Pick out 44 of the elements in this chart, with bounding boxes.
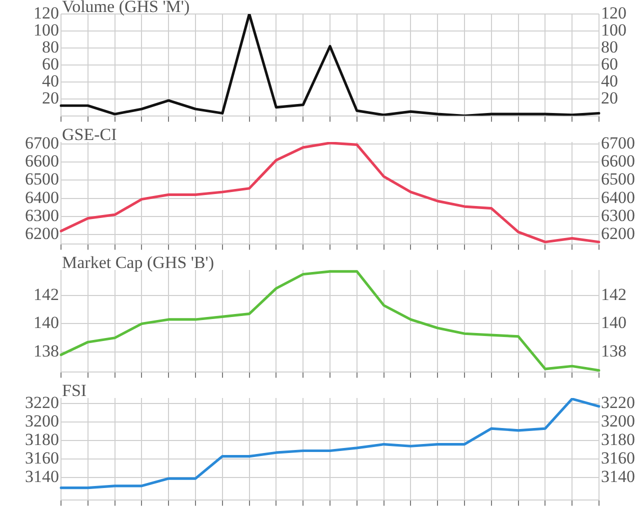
y-tick-label: 6300 [25, 206, 59, 225]
y2-tick-label: 3220 [601, 393, 635, 412]
y-tick-label: 3220 [25, 393, 59, 412]
chart-title: FSI [62, 380, 87, 400]
y-tick-label: 140 [34, 313, 59, 332]
y-tick-label: 120 [34, 3, 59, 22]
y2-tick-label: 3200 [601, 412, 635, 431]
y2-tick-label: 3140 [601, 467, 635, 486]
y-tick-label: 6500 [25, 170, 59, 189]
y-tick-label: 40 [42, 71, 59, 90]
y2-tick-label: 20 [601, 88, 618, 108]
y-tick-label: 6700 [25, 133, 59, 152]
y2-tick-label: 6200 [601, 224, 635, 244]
y2-tick-label: 3180 [601, 430, 635, 450]
chart-title: GSE-CI [62, 124, 118, 144]
y2-tick-label: 3160 [601, 448, 635, 468]
y2-tick-label: 120 [601, 3, 626, 22]
chart-title: Volume (GHS 'M') [62, 0, 190, 16]
chart-title: Market Cap (GHS 'B') [62, 252, 214, 272]
y2-tick-label: 138 [601, 341, 626, 360]
y2-tick-label: 6700 [601, 133, 635, 152]
y-tick-label: 6400 [25, 188, 59, 207]
y2-tick-label: 6600 [601, 151, 635, 170]
y-tick-label: 3160 [25, 448, 59, 468]
y2-tick-label: 6300 [601, 206, 635, 225]
y2-tick-label: 100 [601, 20, 626, 40]
y-tick-label: 142 [34, 284, 59, 304]
y2-tick-label: 6400 [601, 188, 635, 207]
y-tick-label: 80 [42, 37, 59, 56]
y2-tick-label: 142 [601, 284, 626, 304]
y-tick-label: 20 [42, 88, 59, 108]
y-tick-label: 3180 [25, 430, 59, 450]
y-tick-label: 100 [34, 20, 59, 40]
y-tick-label: 3140 [25, 467, 59, 486]
y2-tick-label: 40 [601, 71, 618, 90]
y2-tick-label: 6500 [601, 170, 635, 189]
y2-tick-label: 140 [601, 313, 626, 332]
y-tick-label: 138 [34, 341, 59, 360]
y-tick-label: 6200 [25, 224, 59, 244]
y2-tick-label: 80 [601, 37, 618, 56]
y-tick-label: 6600 [25, 151, 59, 170]
y-tick-label: 3200 [25, 412, 59, 431]
y-tick-label: 60 [42, 54, 59, 74]
y2-tick-label: 60 [601, 54, 618, 74]
